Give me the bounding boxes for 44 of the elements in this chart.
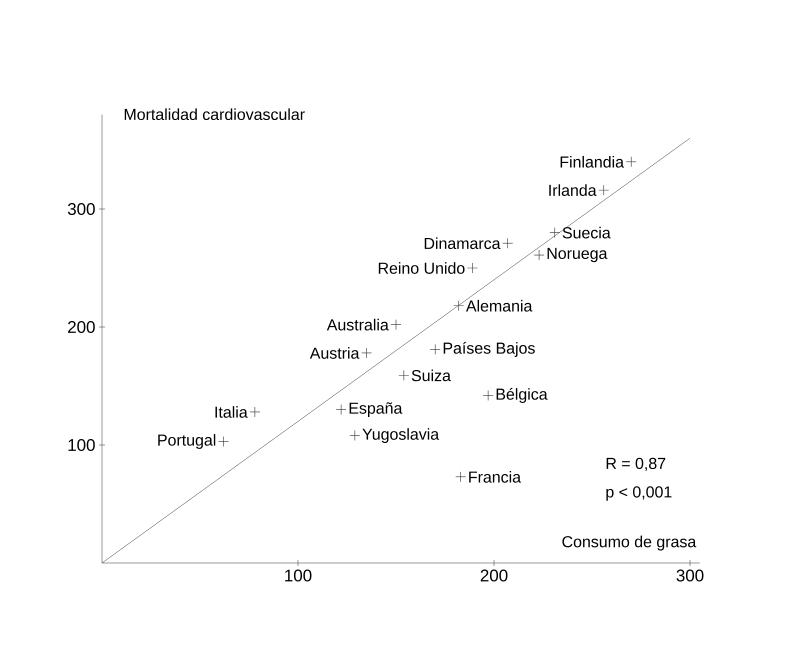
point — [350, 430, 360, 441]
point — [398, 370, 410, 381]
y-tick-label: 300 — [68, 203, 95, 216]
point — [598, 184, 610, 196]
annotation: p < 0,001 — [606, 486, 672, 501]
point — [336, 404, 346, 415]
x-axis-title: Consumo de grasa — [562, 536, 696, 551]
annotation: Noruega — [548, 248, 608, 262]
annotation: Portugal — [158, 434, 216, 449]
point — [218, 436, 229, 447]
x-tick-label: 300 — [676, 570, 704, 582]
y-tick-label: 100 — [68, 439, 95, 451]
annotation: Bélgica — [496, 388, 548, 403]
annotation: Yugoslavia — [362, 428, 440, 443]
point — [390, 319, 402, 330]
point — [549, 227, 560, 238]
annotation: Dinamarca — [424, 237, 501, 250]
point — [626, 156, 637, 168]
annotation: Reino Unido — [378, 262, 465, 274]
annotation: Suiza — [412, 370, 451, 382]
x-tick-label: 100 — [285, 570, 312, 582]
point — [361, 348, 372, 358]
y-tick-label: 200 — [68, 321, 95, 334]
annotation: Francia — [469, 471, 522, 483]
annotation: Finlandia — [560, 156, 624, 168]
point — [455, 472, 466, 482]
point — [534, 250, 544, 260]
annotation: Países Bajos — [444, 342, 535, 357]
point — [453, 300, 464, 312]
annotation: Italia — [215, 406, 248, 418]
point — [430, 344, 441, 355]
annotation: Suecia — [562, 226, 611, 238]
y-axis-title: Mortalidad cardiovascular — [124, 108, 305, 120]
annotation: Irlanda — [549, 184, 597, 196]
annotation: R = 0,87 — [606, 458, 666, 471]
point — [467, 262, 478, 274]
point — [250, 406, 260, 418]
x-tick-label: 200 — [480, 570, 508, 582]
point — [482, 390, 494, 401]
annotation: Australia — [326, 318, 389, 330]
annotation: Austria — [310, 347, 360, 359]
annotation: Alemania — [466, 300, 532, 312]
point — [502, 238, 514, 249]
annotation: España — [350, 402, 402, 417]
